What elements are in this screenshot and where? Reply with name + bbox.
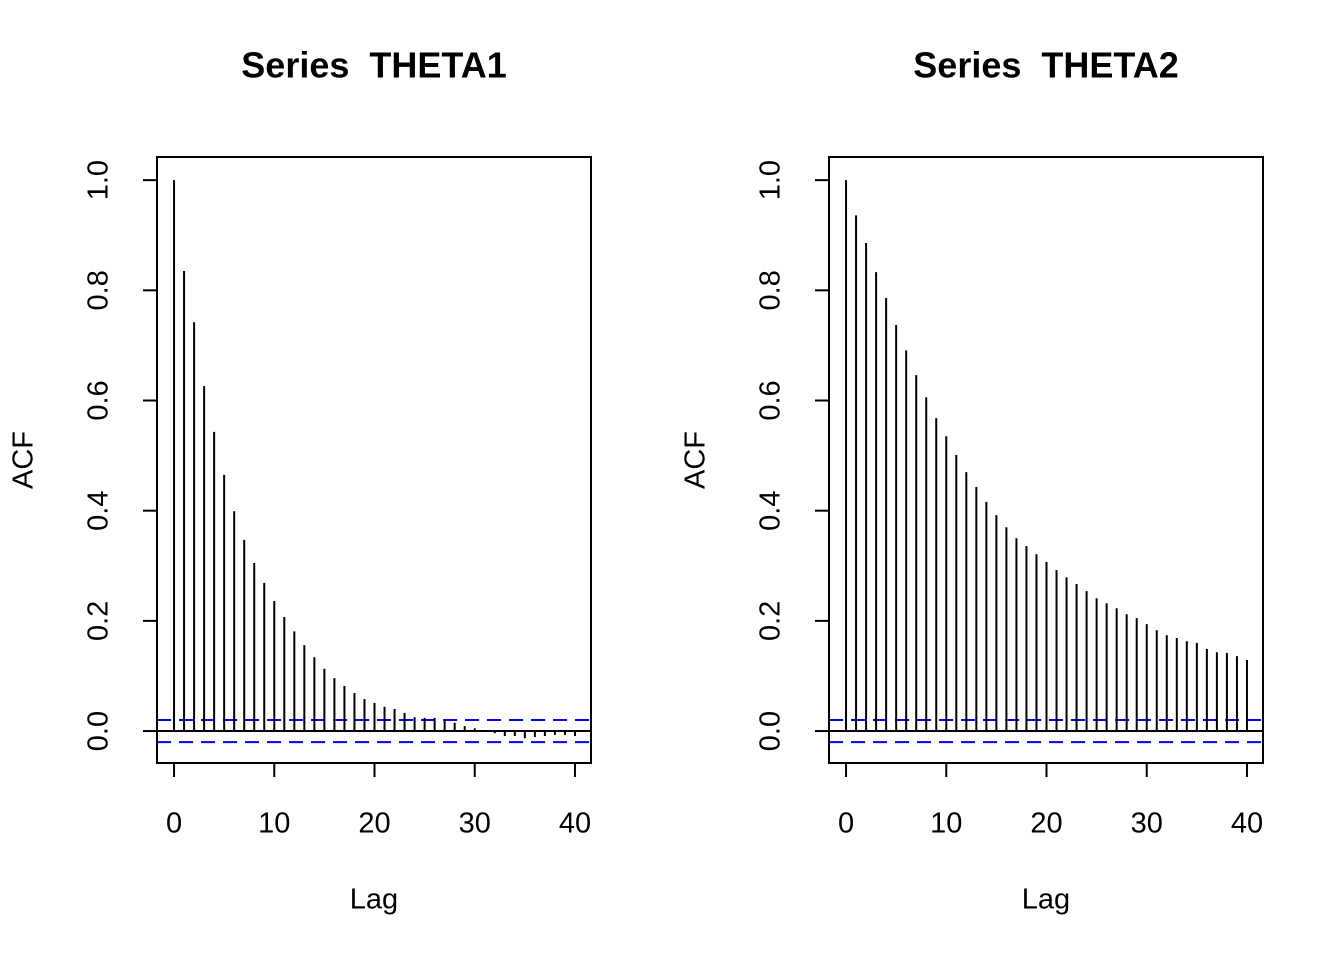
x-tick-label: 20 [358,808,390,840]
y-tick-label: 0.6 [83,380,115,420]
y-tick-label: 0.2 [755,601,787,641]
x-tick-label: 0 [166,808,182,840]
x-tick-label: 30 [1131,808,1163,840]
chart-title: Series THETA1 [241,45,506,86]
y-tick-label: 0.0 [83,711,115,751]
y-tick-label: 0.8 [83,270,115,310]
y-axis-title: ACF [8,431,40,489]
x-axis-title: Lag [1022,884,1070,916]
x-tick-label: 0 [838,808,854,840]
y-tick-label: 0.2 [83,601,115,641]
x-tick-label: 10 [930,808,962,840]
y-tick-label: 0.8 [755,270,787,310]
x-tick-label: 10 [258,808,290,840]
y-tick-label: 1.0 [83,160,115,200]
y-tick-label: 0.4 [755,491,787,531]
x-tick-label: 20 [1030,808,1062,840]
x-tick-label: 40 [1231,808,1263,840]
y-tick-label: 1.0 [755,160,787,200]
x-tick-label: 30 [459,808,491,840]
y-tick-label: 0.0 [755,711,787,751]
x-axis-title: Lag [350,884,398,916]
y-tick-label: 0.4 [83,491,115,531]
chart-title: Series THETA2 [913,45,1178,86]
y-tick-label: 0.6 [755,380,787,420]
x-tick-label: 40 [559,808,591,840]
plot-frame [156,156,592,764]
y-axis-title: ACF [680,431,712,489]
